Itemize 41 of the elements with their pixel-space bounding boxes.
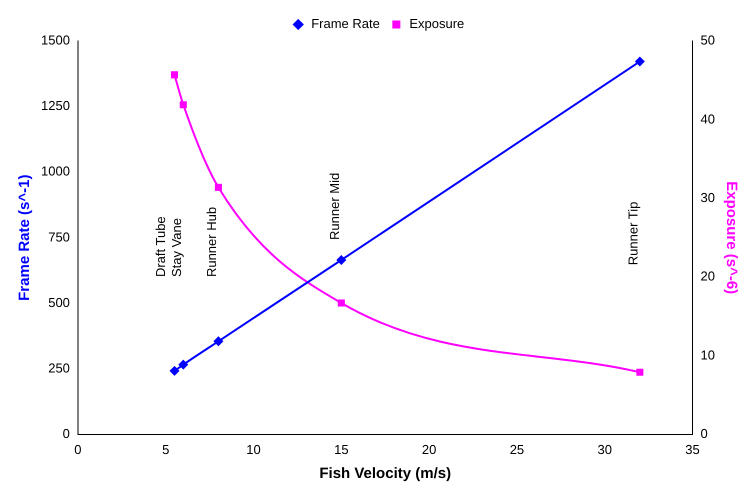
x-axis-title: Fish Velocity (m/s): [319, 465, 452, 482]
y2-tick-label: 0: [700, 426, 708, 441]
x-tick-label: 5: [162, 442, 170, 457]
x-tick-label: 10: [246, 442, 261, 457]
point: [214, 184, 222, 191]
point: [213, 336, 224, 346]
x-tick-label: 20: [422, 442, 436, 457]
x-tick-label: 30: [598, 442, 612, 457]
annotation: Runner Tip: [625, 202, 640, 266]
x-tick-label: 35: [685, 442, 700, 457]
point: [170, 366, 180, 376]
y-tick-label: 0: [62, 426, 70, 441]
y-tick-label: 1500: [41, 32, 70, 48]
annotation: Stay Vane: [168, 218, 184, 278]
y-tick-label: 500: [48, 294, 70, 310]
point: [634, 56, 645, 66]
y2-tick-label: 10: [700, 347, 716, 362]
point: [636, 368, 644, 376]
y-tick-label: 1250: [41, 98, 70, 114]
y2-tick-label: 40: [700, 111, 716, 126]
annotation: Runner Mid: [326, 172, 342, 240]
point: [170, 71, 178, 78]
x-tick-label: 0: [74, 442, 82, 457]
x-tick-label: 25: [510, 442, 524, 457]
point: [178, 360, 188, 370]
legend-label: Frame Rate: [311, 16, 380, 32]
y-axis-title: Frame Rate (s^-1): [16, 174, 34, 301]
point: [180, 101, 187, 108]
annotation: Runner Hub: [204, 206, 219, 278]
y2-tick-label: 30: [700, 190, 716, 205]
y-tick-label: 750: [48, 229, 70, 244]
y2-tick-label: 20: [700, 268, 716, 284]
point: [338, 299, 345, 307]
y2-tick-label: 50: [700, 32, 716, 48]
y-tick-label: 250: [48, 360, 70, 376]
y-tick-label: 1000: [41, 164, 70, 179]
x-tick-label: 15: [334, 442, 349, 457]
y2-axis-title: Exposure (s^-6): [722, 181, 740, 294]
legend-label: Exposure: [409, 16, 464, 32]
point: [336, 254, 346, 265]
annotation: Draft Tube: [152, 216, 168, 278]
